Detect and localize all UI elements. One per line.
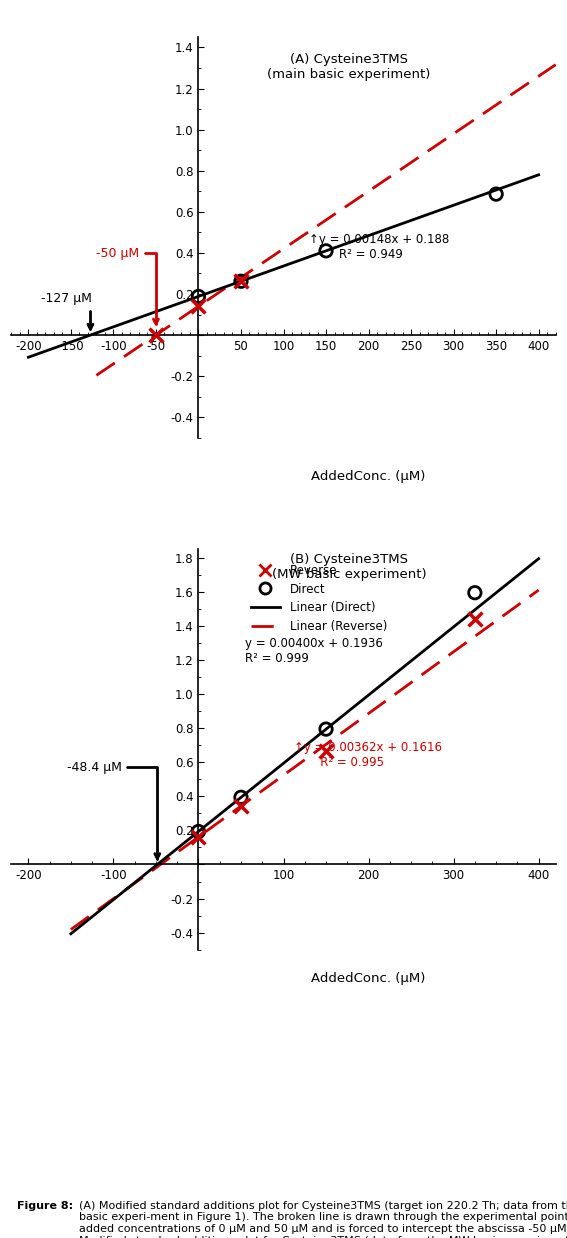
Point — [236, 787, 246, 807]
Text: Figure 8:: Figure 8: — [17, 1201, 77, 1211]
Point — [321, 719, 331, 739]
Text: AddedConc. (μM): AddedConc. (μM) — [311, 470, 426, 483]
Point — [236, 796, 246, 816]
Text: y = 0.00400x + 0.1936
R² = 0.999: y = 0.00400x + 0.1936 R² = 0.999 — [246, 638, 383, 665]
Point — [492, 184, 501, 204]
Text: ↑y = 0.00148x + 0.188
        R² = 0.949: ↑y = 0.00148x + 0.188 R² = 0.949 — [309, 233, 449, 261]
Point — [470, 609, 479, 629]
Text: -50 μM: -50 μM — [96, 248, 158, 324]
Point — [321, 241, 331, 261]
Point — [194, 286, 203, 306]
Text: AddedConc. (μM): AddedConc. (μM) — [311, 972, 426, 984]
Text: ↑y = 0.00362x + 0.1616
       R² = 0.995: ↑y = 0.00362x + 0.1616 R² = 0.995 — [294, 742, 442, 769]
Point — [194, 822, 203, 842]
Text: (A) Cysteine3TMS
(main basic experiment): (A) Cysteine3TMS (main basic experiment) — [267, 53, 430, 82]
Legend: Reverse, Direct, Linear (Direct), Linear (Reverse): Reverse, Direct, Linear (Direct), Linear… — [246, 560, 392, 638]
Point — [194, 296, 203, 316]
Point — [236, 271, 246, 291]
Text: -127 μM: -127 μM — [41, 292, 93, 329]
Text: -48.4 μM: -48.4 μM — [67, 760, 160, 859]
Point — [470, 583, 479, 603]
Point — [236, 271, 246, 291]
Text: (A) Modified standard additions plot for Cysteine3TMS (target ion 220.2 Th; data: (A) Modified standard additions plot for… — [79, 1201, 567, 1238]
Point — [151, 326, 160, 345]
Point — [321, 742, 331, 761]
Text: (B) Cysteine3TMS
(MW basic experiment): (B) Cysteine3TMS (MW basic experiment) — [272, 553, 426, 581]
Point — [194, 827, 203, 847]
